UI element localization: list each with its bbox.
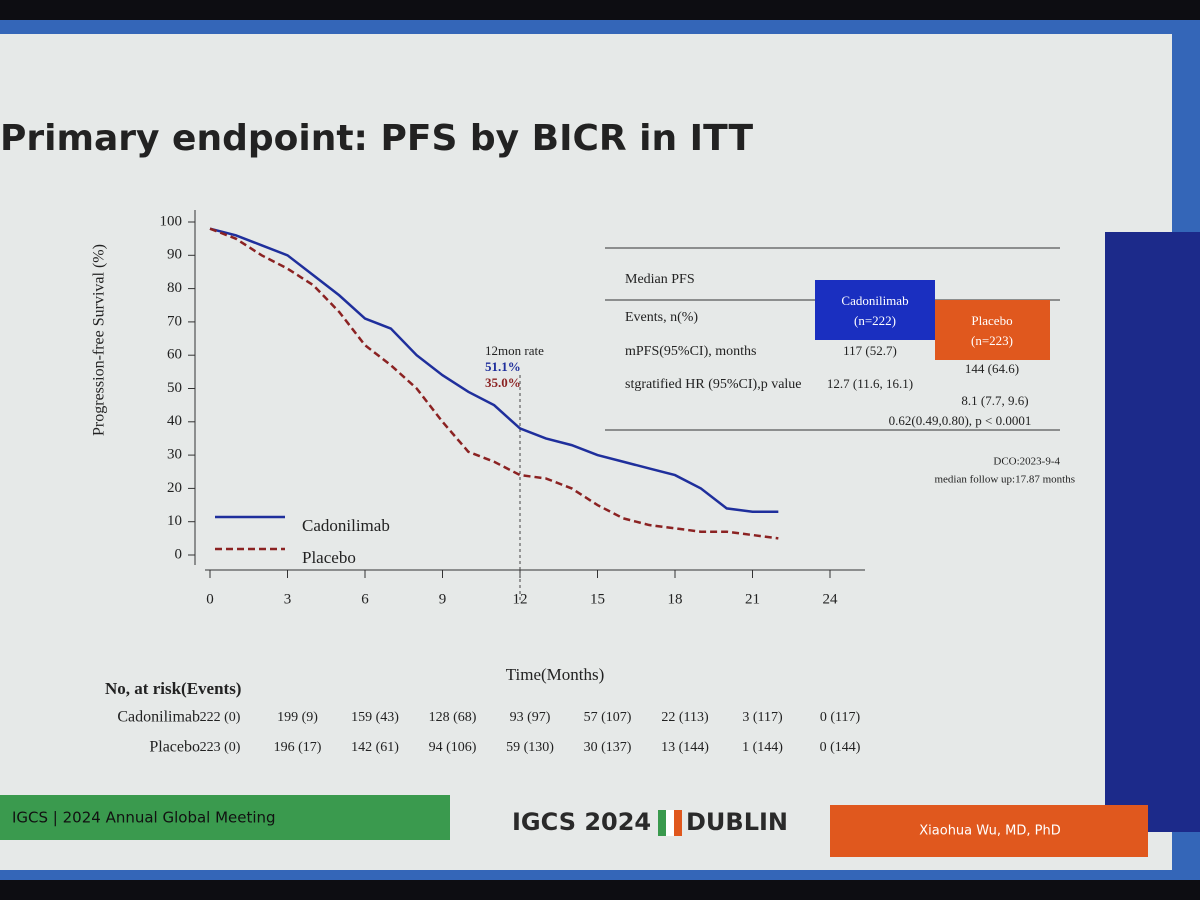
at-risk-value: 1 (144) — [742, 740, 783, 755]
table-cell: 8.1 (7.7, 9.6) — [961, 393, 1028, 408]
table-header: (n=222) — [854, 313, 896, 328]
x-tick-label: 15 — [590, 591, 605, 607]
table-note: median follow up:17.87 months — [934, 474, 1075, 486]
legend-label: Cadonilimab — [302, 516, 390, 535]
table-cell: mPFS(95%CI), months — [625, 344, 756, 359]
at-risk-name: Cadonilimab — [117, 709, 200, 726]
table-cell: Events, n(%) — [625, 310, 698, 325]
y-tick-label: 80 — [167, 280, 182, 296]
annotation: 51.1% — [485, 359, 521, 374]
table-header: Median PFS — [625, 272, 695, 287]
footer-left-box — [0, 795, 450, 840]
flag-stripe — [674, 810, 682, 836]
at-risk-value: 199 (9) — [277, 710, 318, 725]
y-tick-label: 70 — [167, 313, 182, 329]
flag-stripe — [658, 810, 666, 836]
at-risk-value: 57 (107) — [584, 710, 632, 725]
table-header: (n=223) — [971, 333, 1013, 348]
y-tick-label: 10 — [167, 513, 182, 529]
x-tick-label: 21 — [745, 591, 760, 607]
y-tick-label: 40 — [167, 413, 182, 429]
y-tick-label: 0 — [175, 546, 183, 562]
table-cell: 12.7 (11.6, 16.1) — [827, 376, 913, 391]
header-cell — [935, 300, 1050, 360]
survival-curve — [209, 227, 779, 540]
y-tick-label: 20 — [167, 480, 182, 496]
at-risk-title: No, at risk(Events) — [105, 679, 241, 698]
x-tick-label: 24 — [823, 591, 839, 607]
annotation: 35.0% — [485, 375, 521, 390]
at-risk-value: 0 (117) — [820, 710, 861, 725]
at-risk-value: 222 (0) — [200, 710, 241, 725]
at-risk-value: 142 (61) — [351, 740, 399, 755]
at-risk-value: 30 (137) — [584, 740, 632, 755]
at-risk-value: 22 (113) — [661, 710, 709, 725]
footer-left: IGCS | 2024 Annual Global Meeting — [12, 809, 276, 827]
at-risk-value: 93 (97) — [510, 710, 551, 725]
x-tick-label: 6 — [361, 591, 369, 607]
footer-center: IGCS 2024 — [512, 808, 651, 836]
at-risk-value: 3 (117) — [742, 710, 783, 725]
y-tick-label: 50 — [167, 380, 182, 396]
annotation: 12mon rate — [485, 343, 544, 358]
at-risk-value: 223 (0) — [200, 740, 241, 755]
footer-city: DUBLIN — [686, 808, 788, 836]
at-risk-value: 13 (144) — [661, 740, 709, 755]
y-axis-label: Progression-free Survival (%) — [91, 244, 108, 436]
y-tick-label: 30 — [167, 447, 182, 463]
table-cell: 144 (64.6) — [965, 361, 1019, 376]
at-risk-value: 59 (130) — [506, 740, 554, 755]
y-tick-label: 90 — [167, 247, 182, 263]
slide-title: Primary endpoint: PFS by BICR in ITT — [0, 118, 753, 159]
survival-curve — [209, 227, 779, 513]
flag-stripe — [666, 810, 674, 836]
at-risk-value: 159 (43) — [351, 710, 399, 725]
x-axis-label: Time(Months) — [506, 665, 605, 684]
table-header: Placebo — [971, 313, 1012, 328]
x-tick-label: 9 — [439, 591, 447, 607]
at-risk-value: 0 (144) — [820, 740, 861, 755]
table-cell: 0.62(0.49,0.80), p < 0.0001 — [889, 413, 1032, 428]
x-tick-label: 0 — [206, 591, 214, 607]
side-panel — [1105, 232, 1200, 832]
footer-right-box — [830, 805, 1148, 857]
table-cell: 117 (52.7) — [843, 343, 897, 358]
table-note: DCO:2023-9-4 — [993, 456, 1060, 468]
x-tick-label: 3 — [284, 591, 292, 607]
median-table: Median PFS Cadonilimab (n=222) Placebo (… — [605, 247, 1075, 486]
table-cell: stgratified HR (95%CI),p value — [625, 377, 802, 392]
at-risk-name: Placebo — [149, 739, 200, 756]
footer-right: Xiaohua Wu, MD, PhD — [919, 824, 1061, 839]
header-cell — [815, 280, 935, 340]
table-header: Cadonilimab — [841, 293, 908, 308]
at-risk-value: 128 (68) — [429, 710, 477, 725]
y-tick-label: 100 — [160, 213, 183, 229]
y-tick-label: 60 — [167, 347, 182, 363]
at-risk-value: 94 (106) — [429, 740, 477, 755]
x-tick-label: 18 — [668, 591, 683, 607]
at-risk-value: 196 (17) — [274, 740, 322, 755]
legend-label: Placebo — [302, 548, 356, 567]
